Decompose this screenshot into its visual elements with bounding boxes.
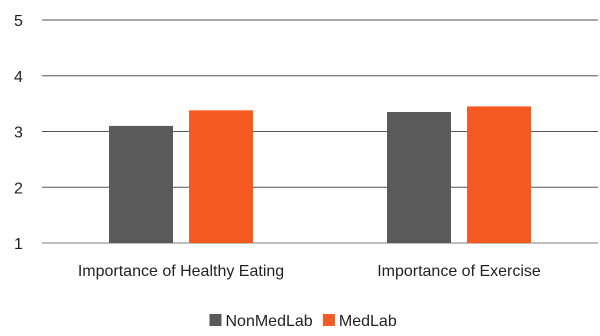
bar-nonmedlab (387, 111, 451, 243)
y-axis-ticks: 1 2 3 4 5 (14, 13, 23, 253)
legend-label-medlab: MedLab (339, 313, 397, 330)
x-axis-categories: Importance of Healthy Eating Importance o… (78, 263, 541, 280)
y-tick-label: 1 (14, 236, 23, 253)
bar-medlab (189, 110, 253, 243)
y-tick-label: 4 (14, 69, 23, 86)
legend-label-nonmedlab: NonMedLab (226, 313, 313, 330)
y-tick-label: 2 (14, 180, 23, 197)
bar-nonmedlab (109, 125, 173, 243)
legend: NonMedLab MedLab (209, 313, 397, 330)
bars (109, 106, 531, 243)
y-tick-label: 5 (14, 13, 23, 30)
x-category-label: Importance of Healthy Eating (78, 263, 284, 280)
bar-medlab (467, 106, 531, 243)
legend-swatch-nonmedlab (209, 314, 222, 326)
y-tick-label: 3 (14, 125, 23, 142)
x-category-label: Importance of Exercise (377, 263, 541, 280)
legend-swatch-medlab (322, 314, 335, 326)
